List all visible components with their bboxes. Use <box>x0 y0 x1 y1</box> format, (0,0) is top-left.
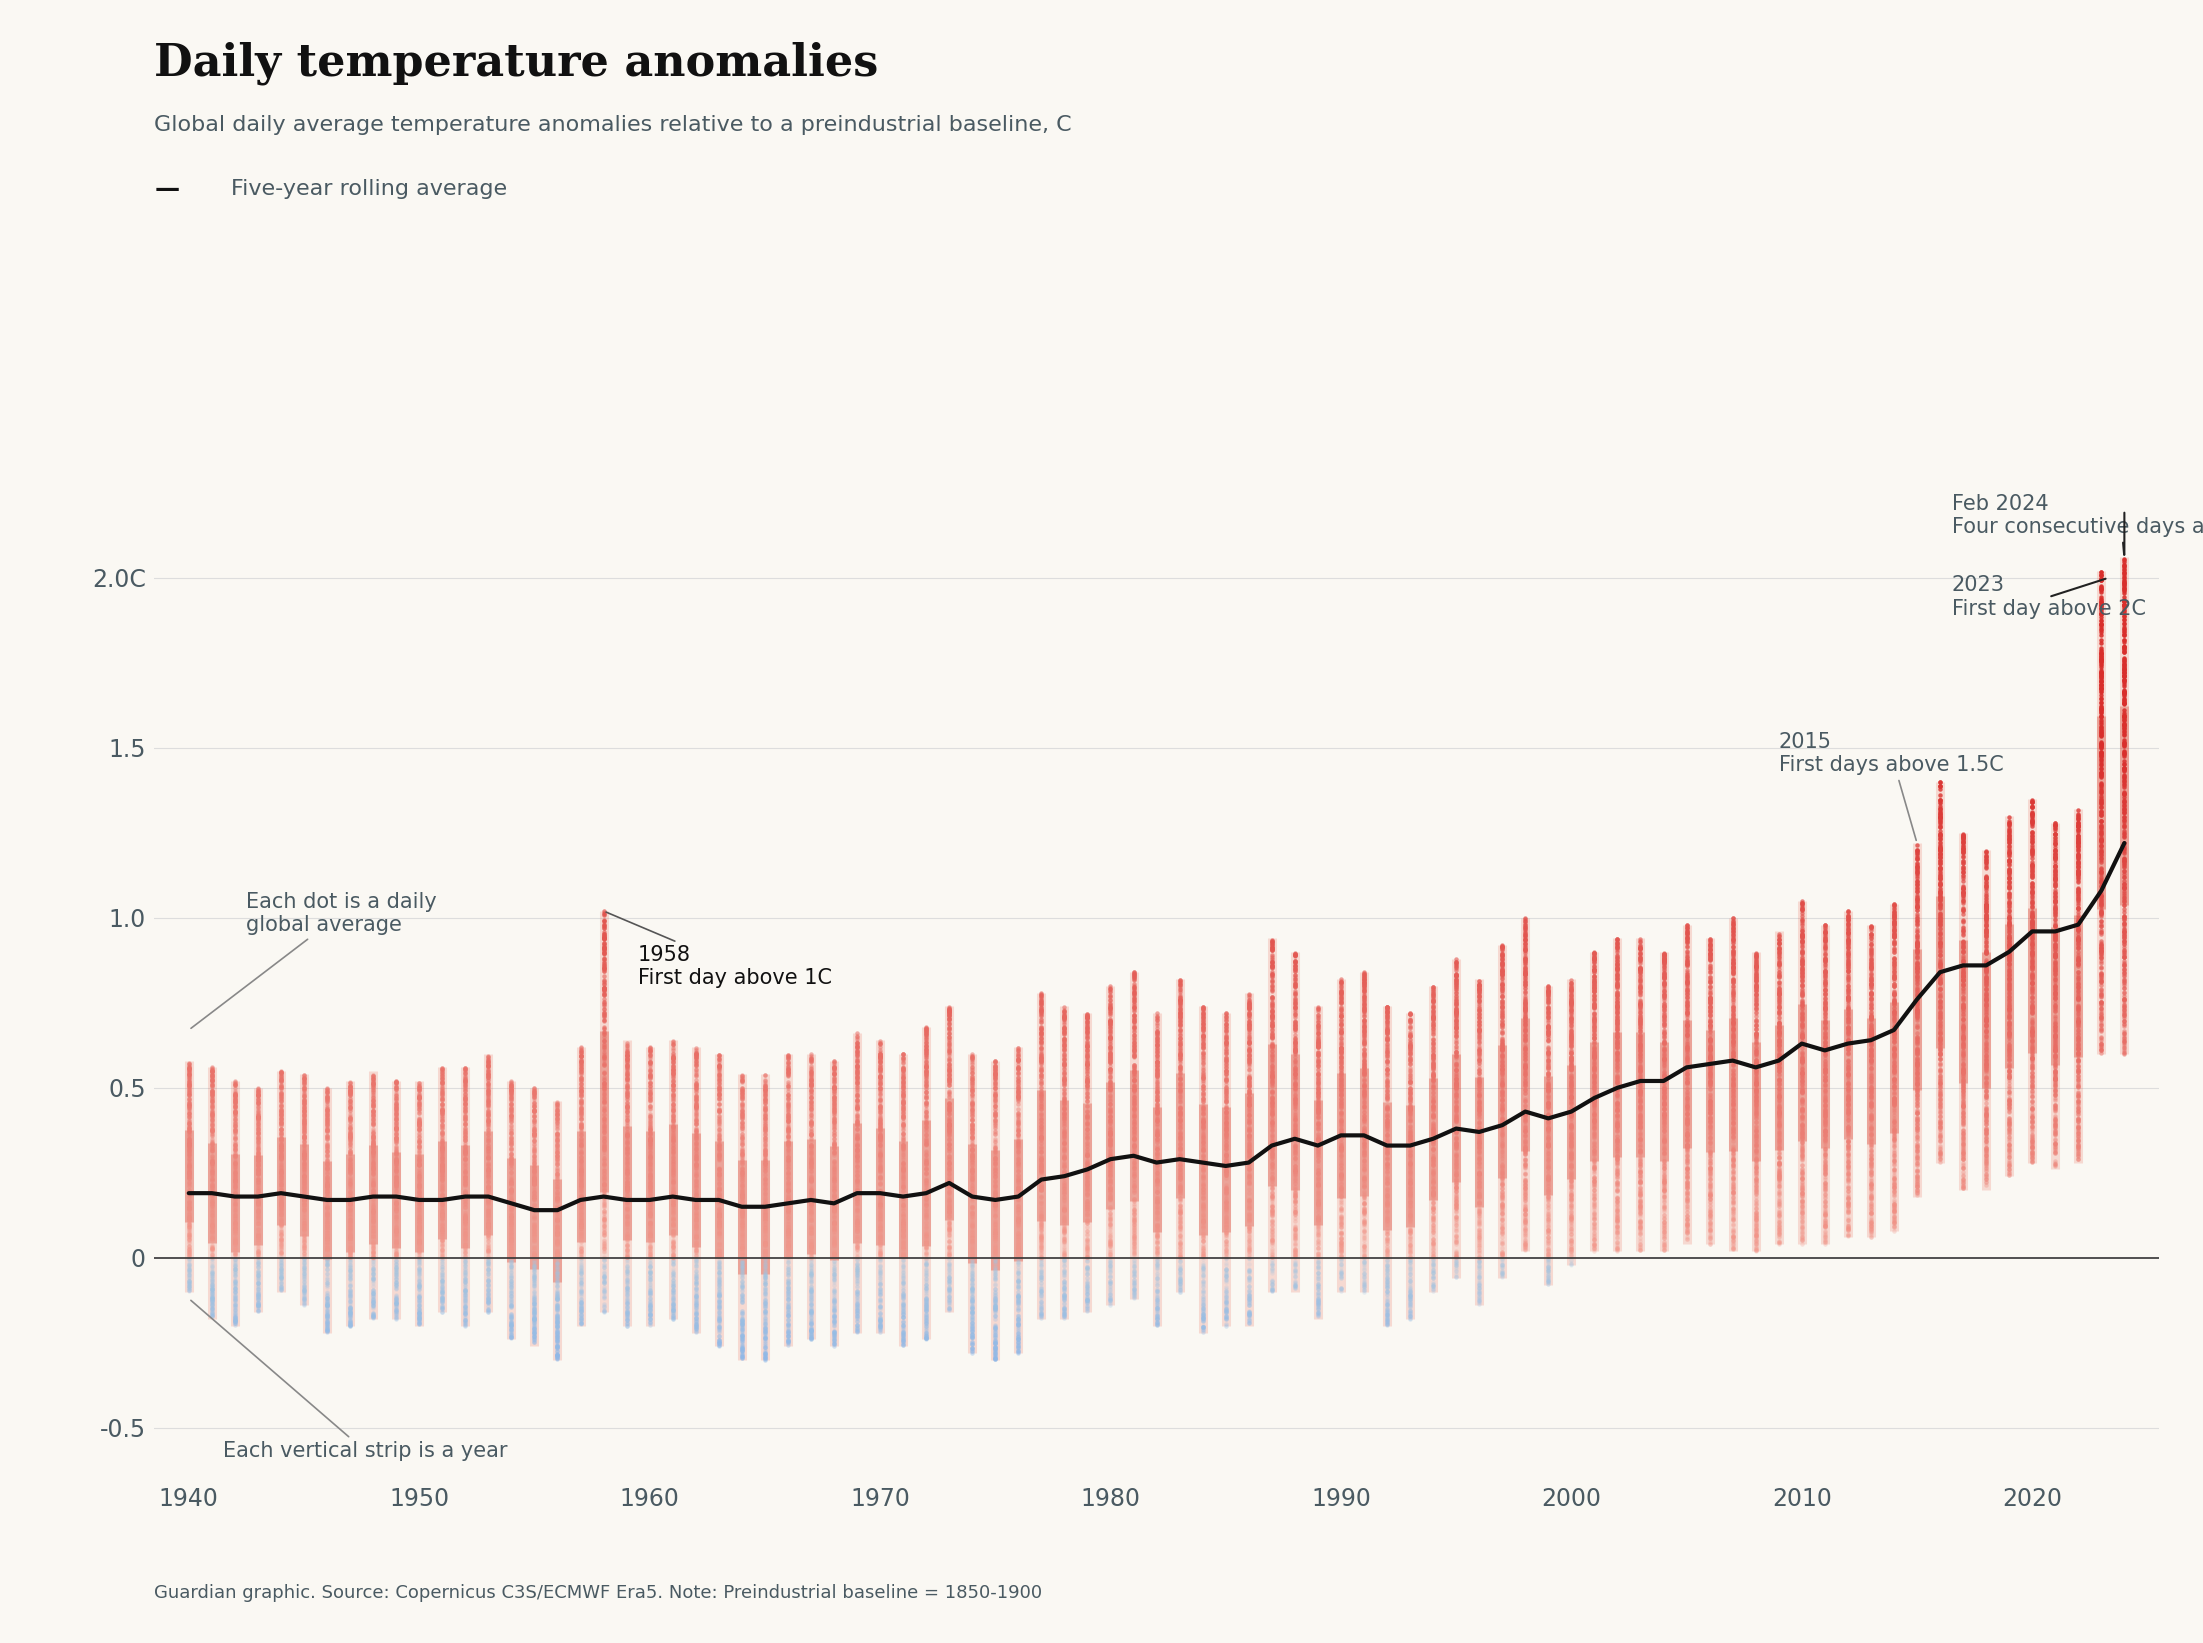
Text: Global daily average temperature anomalies relative to a preindustrial baseline,: Global daily average temperature anomali… <box>154 115 1073 135</box>
Text: Each vertical strip is a year: Each vertical strip is a year <box>192 1300 509 1461</box>
Text: Five-year rolling average: Five-year rolling average <box>231 179 507 199</box>
Text: Feb 2024
Four consecutive days above 2C: Feb 2024 Four consecutive days above 2C <box>1952 495 2203 555</box>
Text: Guardian graphic. Source: Copernicus C3S/ECMWF Era5. Note: Preindustrial baselin: Guardian graphic. Source: Copernicus C3S… <box>154 1584 1042 1602</box>
Text: 2023
First day above 2C: 2023 First day above 2C <box>1952 575 2146 619</box>
Text: 1958
First day above 1C: 1958 First day above 1C <box>606 912 833 987</box>
Text: Each dot is a daily
global average: Each dot is a daily global average <box>192 892 436 1029</box>
Text: Daily temperature anomalies: Daily temperature anomalies <box>154 41 879 84</box>
Text: 2015
First days above 1.5C: 2015 First days above 1.5C <box>1778 731 2003 840</box>
Text: —: — <box>154 177 178 200</box>
